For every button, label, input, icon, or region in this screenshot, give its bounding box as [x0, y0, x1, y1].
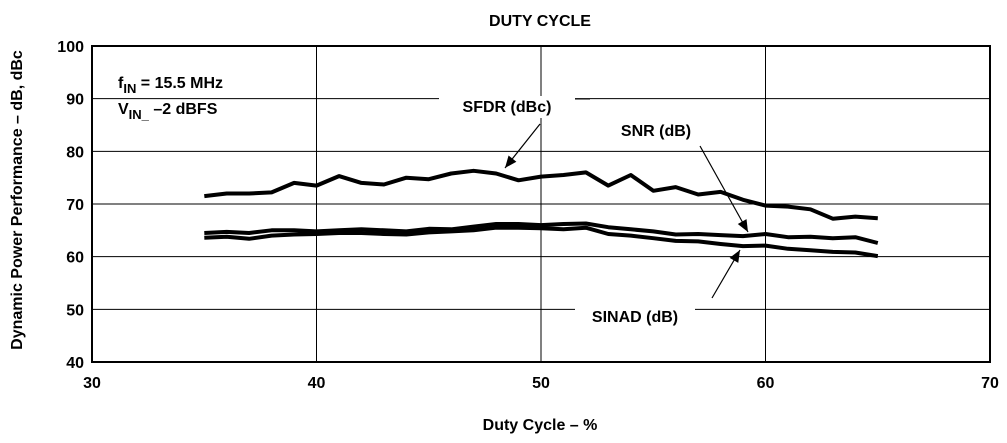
annotation-sub: IN_: [129, 107, 150, 122]
series-label: SFDR (dBc): [463, 99, 552, 116]
x-tick-label: 40: [308, 375, 326, 392]
y-tick-label: 40: [66, 355, 84, 372]
annotation-rest: –2 dBFS: [149, 101, 218, 118]
y-tick-label: 70: [66, 197, 84, 214]
x-tick-label: 60: [757, 375, 775, 392]
series-label: SINAD (dB): [592, 309, 678, 326]
series-line: [204, 225, 879, 259]
annotation-main: f: [118, 75, 124, 92]
y-tick-label: 90: [66, 92, 84, 109]
arrow-head: [505, 155, 517, 168]
x-tick-label: 30: [83, 375, 101, 392]
series-line: [204, 221, 879, 245]
x-axis-label: Duty Cycle – %: [483, 417, 598, 434]
arrow-line: [699, 145, 749, 233]
y-tick-label: 60: [66, 250, 84, 267]
annotation-main: V: [118, 101, 129, 118]
x-tick-label: 70: [981, 375, 999, 392]
arrow-head: [737, 219, 748, 232]
chart-title: DUTY CYCLE: [489, 13, 591, 30]
annotation: fIN = 15.5 MHz: [118, 75, 223, 96]
y-tick-label: 80: [66, 144, 84, 161]
plot-frame: [91, 45, 991, 363]
y-tick-label: 50: [66, 302, 84, 319]
label-background: [575, 306, 695, 328]
x-tick-label: 50: [532, 375, 550, 392]
label-background: [606, 120, 706, 142]
annotation-sub: IN: [123, 81, 136, 96]
arrow-head: [729, 250, 740, 263]
annotation-rest: = 15.5 MHz: [136, 75, 223, 92]
y-tick-label: 100: [57, 39, 84, 56]
annotation: VIN_ –2 dBFS: [118, 101, 218, 122]
series-label: SNR (dB): [621, 123, 691, 140]
series-line: [204, 168, 878, 221]
label-background: [439, 96, 575, 118]
y-axis-label: Dynamic Power Performance – dB, dBc: [9, 50, 26, 350]
